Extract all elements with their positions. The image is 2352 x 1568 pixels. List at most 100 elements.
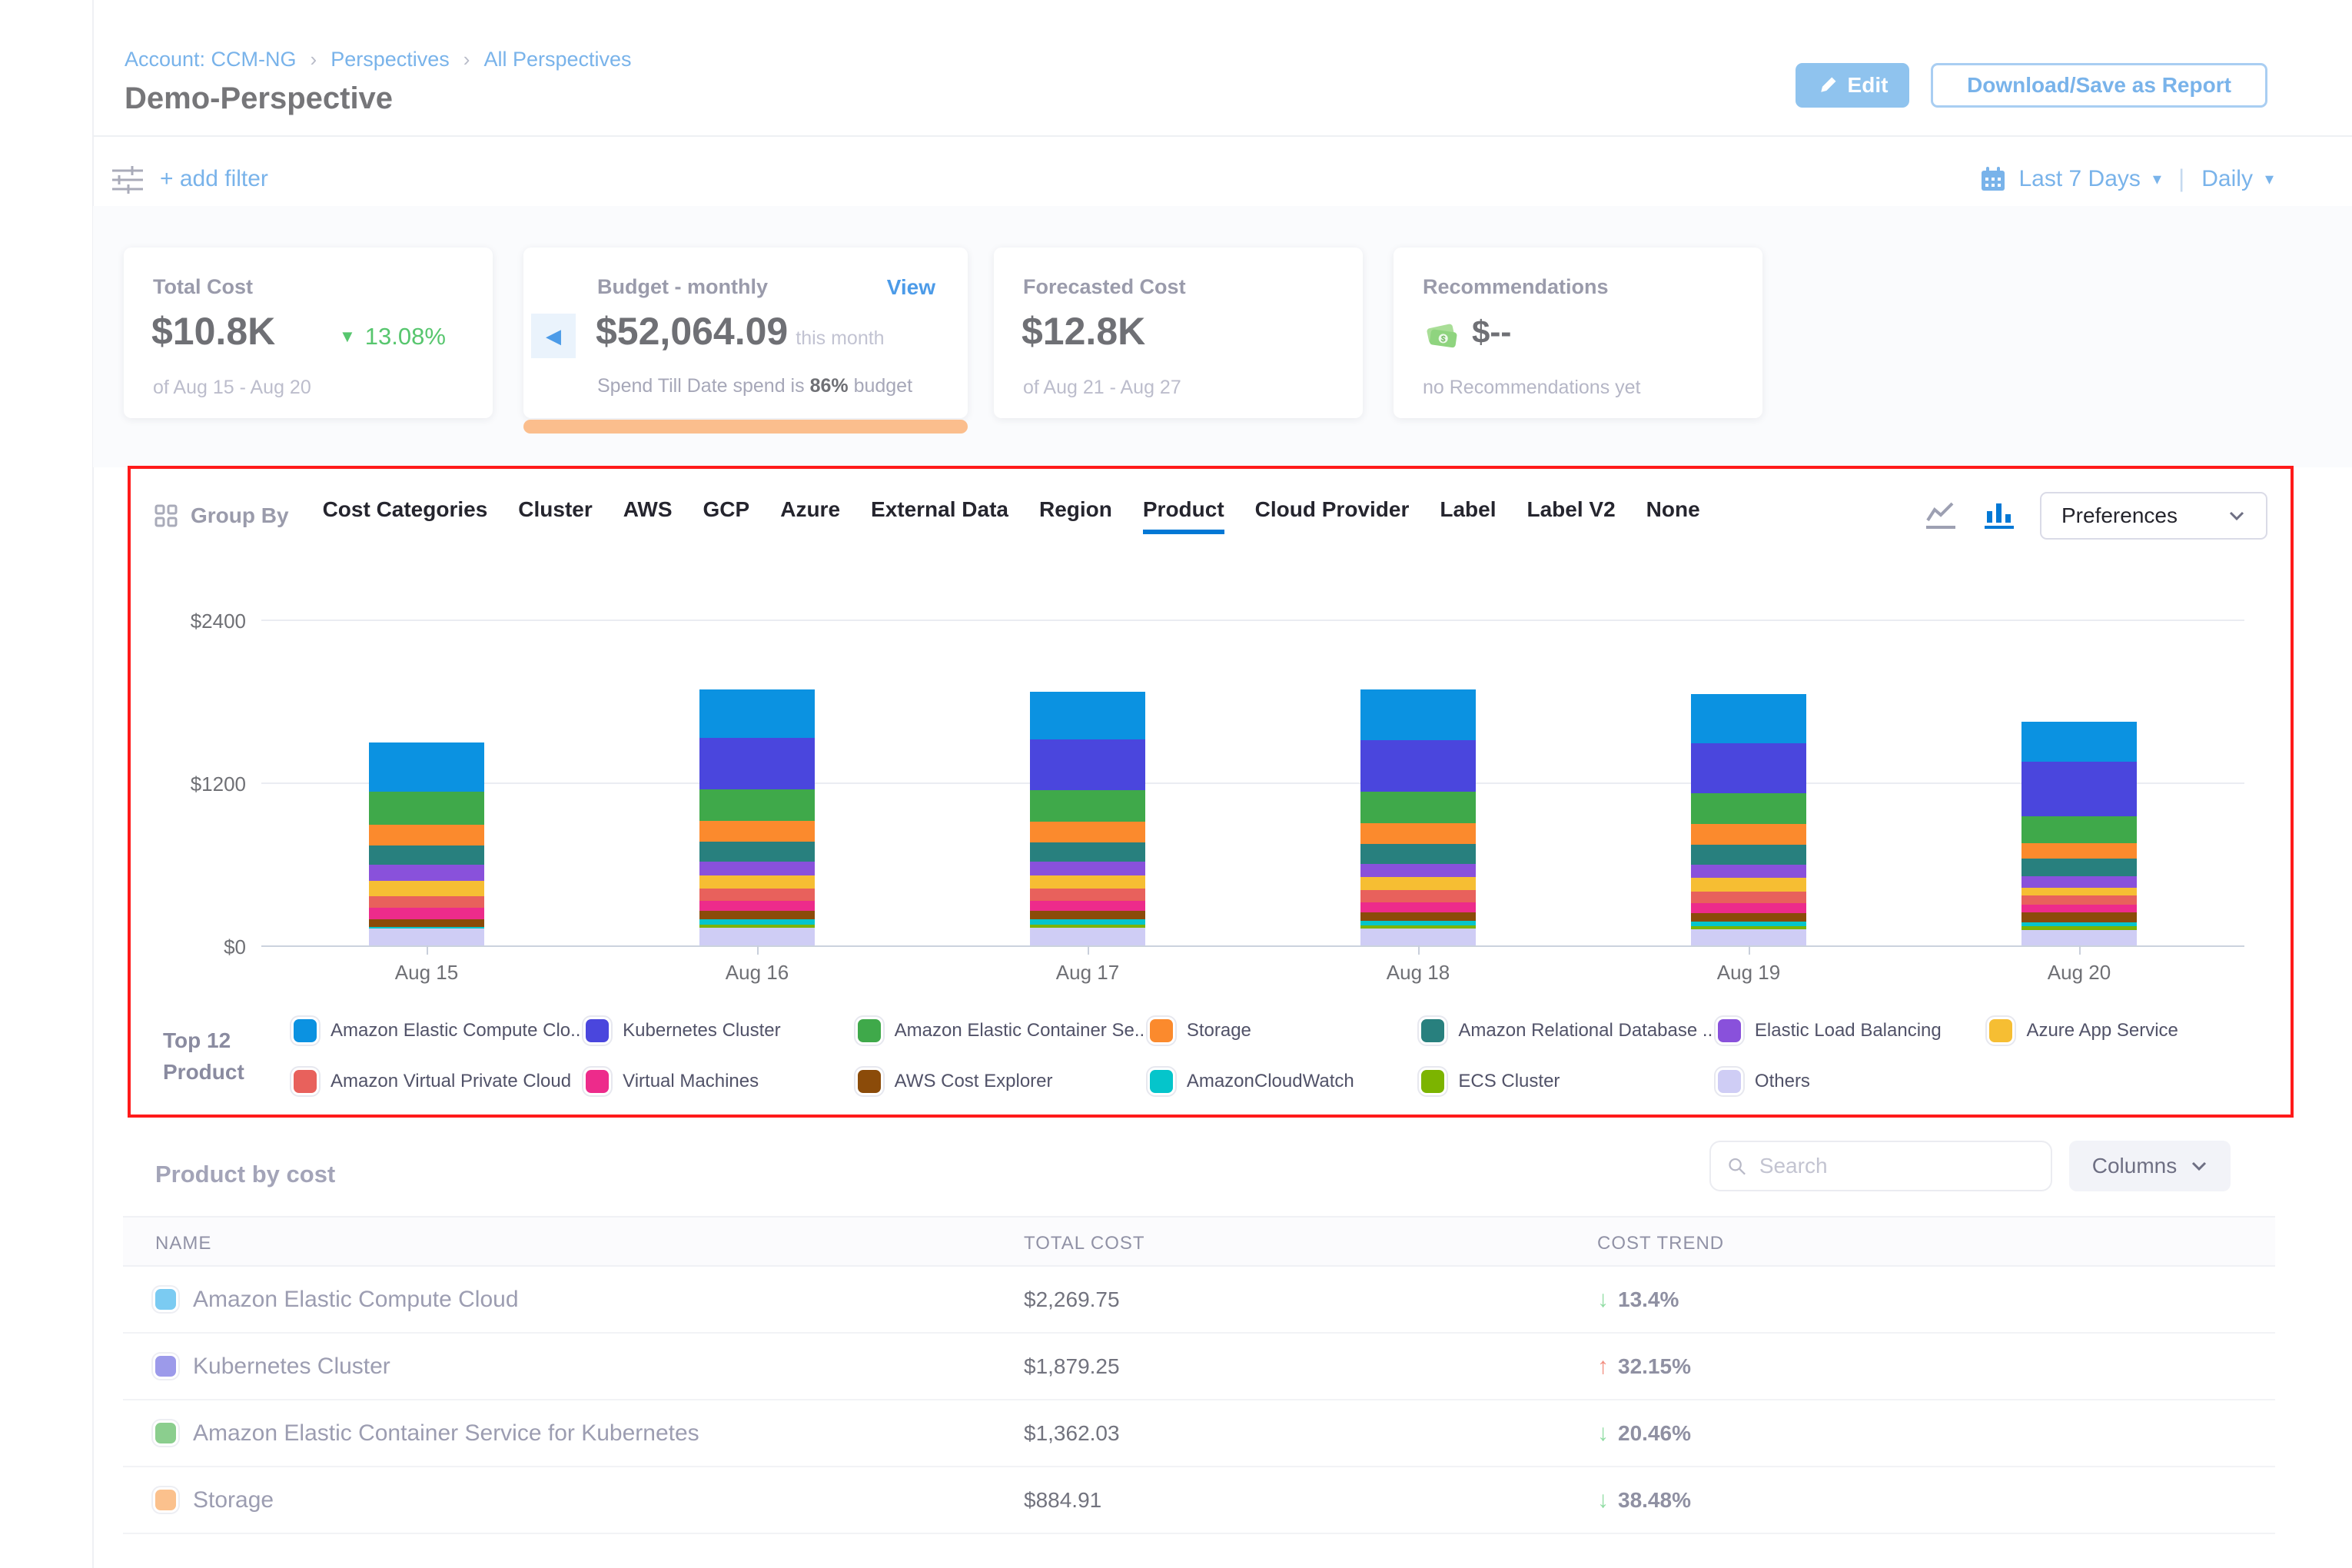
segment-elastic-load-balancing[interactable] — [1691, 864, 1806, 879]
segment-amazon-relational-database-service[interactable] — [1691, 844, 1806, 865]
column-header-total-cost[interactable]: TOTAL COST — [1024, 1233, 1145, 1254]
breadcrumb-all-perspectives[interactable]: All Perspectives — [483, 48, 632, 71]
segment-virtual-machines[interactable] — [699, 900, 815, 911]
segment-storage[interactable] — [2021, 843, 2137, 859]
legend-item-azure-app-service[interactable]: Azure App Service — [1989, 1019, 2261, 1042]
row-name-cell[interactable]: Storage — [155, 1487, 274, 1513]
segment-others[interactable] — [699, 928, 815, 945]
edit-button[interactable]: Edit — [1796, 63, 1909, 108]
breadcrumb-account[interactable]: Account: CCM-NG — [125, 48, 297, 71]
segment-elastic-load-balancing[interactable] — [1030, 862, 1145, 875]
bar-aug-19[interactable] — [1691, 693, 1806, 945]
legend-item-amazon-relational-database[interactable]: Amazon Relational Database ... — [1421, 1019, 1718, 1042]
budget-view-link[interactable]: View — [886, 275, 935, 299]
bar-aug-20[interactable] — [2021, 722, 2137, 945]
segment-amazoncloudwatch[interactable] — [369, 926, 484, 929]
segment-elastic-load-balancing[interactable] — [699, 862, 815, 875]
segment-amazoncloudwatch[interactable] — [1030, 919, 1145, 925]
segment-virtual-machines[interactable] — [2021, 904, 2137, 912]
breadcrumb-perspectives[interactable]: Perspectives — [331, 48, 450, 71]
segment-amazon-relational-database-service[interactable] — [1030, 842, 1145, 862]
segment-storage[interactable] — [1360, 823, 1476, 844]
legend-item-amazon-elastic-container-se[interactable]: Amazon Elastic Container Se... — [857, 1019, 1150, 1042]
segment-amazon-virtual-private-cloud[interactable] — [1030, 889, 1145, 901]
bar-aug-17[interactable] — [1030, 692, 1145, 945]
segment-amazon-relational-database-service[interactable] — [369, 845, 484, 865]
segment-aws-cost-explorer[interactable] — [2021, 912, 2137, 922]
filter-sliders-icon[interactable] — [109, 163, 146, 201]
segment-amazon-elastic-compute-cloud[interactable] — [369, 742, 484, 792]
row-name-cell[interactable]: Amazon Elastic Container Service for Kub… — [155, 1420, 699, 1447]
legend-item-amazon-elastic-compute-clo[interactable]: Amazon Elastic Compute Clo... — [294, 1019, 586, 1042]
legend-item-others[interactable]: Others — [1717, 1070, 1990, 1093]
table-row-storage[interactable]: Storage $884.91 ↓ 38.48% — [123, 1467, 2275, 1534]
table-row-kubernetes-cluster[interactable]: Kubernetes Cluster $1,879.25 ↑ 32.15% — [123, 1334, 2275, 1400]
segment-amazon-elastic-container-service-for-kubernetes[interactable] — [699, 789, 815, 822]
columns-button[interactable]: Columns — [2069, 1141, 2231, 1191]
tab-aws[interactable]: AWS — [623, 497, 673, 521]
legend-item-storage[interactable]: Storage — [1149, 1019, 1422, 1042]
segment-amazon-elastic-compute-cloud[interactable] — [1030, 692, 1145, 740]
bar-aug-16[interactable] — [699, 689, 815, 945]
bar-chart-toggle-icon[interactable] — [1982, 499, 2017, 533]
segment-kubernetes-cluster[interactable] — [2021, 761, 2137, 817]
column-header-cost-trend[interactable]: COST TREND — [1597, 1233, 1725, 1254]
search-input[interactable] — [1759, 1154, 2035, 1178]
segment-virtual-machines[interactable] — [1030, 900, 1145, 911]
segment-amazoncloudwatch[interactable] — [1691, 922, 1806, 927]
segment-aws-cost-explorer[interactable] — [1691, 913, 1806, 922]
segment-amazon-elastic-container-service-for-kubernetes[interactable] — [369, 792, 484, 826]
segment-ecs-cluster[interactable] — [1030, 924, 1145, 929]
segment-amazon-virtual-private-cloud[interactable] — [1691, 891, 1806, 904]
table-row-amazon-elastic-compute-cloud[interactable]: Amazon Elastic Compute Cloud $2,269.75 ↓ 13… — [123, 1267, 2275, 1334]
line-chart-toggle-icon[interactable] — [1923, 499, 1958, 533]
row-name-cell[interactable]: Kubernetes Cluster — [155, 1354, 390, 1380]
segment-amazoncloudwatch[interactable] — [2021, 922, 2137, 926]
segment-amazon-elastic-container-service-for-kubernetes[interactable] — [1030, 789, 1145, 822]
search-box[interactable] — [1709, 1141, 2052, 1191]
segment-amazon-relational-database-service[interactable] — [2021, 858, 2137, 876]
legend-item-amazoncloudwatch[interactable]: AmazonCloudWatch — [1149, 1070, 1422, 1093]
add-filter-button[interactable]: + add filter — [160, 166, 268, 191]
segment-aws-cost-explorer[interactable] — [1360, 912, 1476, 922]
segment-kubernetes-cluster[interactable] — [1030, 739, 1145, 790]
segment-azure-app-service[interactable] — [699, 875, 815, 889]
segment-amazon-elastic-compute-cloud[interactable] — [1691, 693, 1806, 743]
segment-aws-cost-explorer[interactable] — [1030, 910, 1145, 919]
segment-others[interactable] — [1360, 928, 1476, 945]
segment-aws-cost-explorer[interactable] — [369, 919, 484, 927]
segment-elastic-load-balancing[interactable] — [1360, 863, 1476, 877]
segment-azure-app-service[interactable] — [1691, 878, 1806, 892]
segment-storage[interactable] — [1030, 822, 1145, 842]
segment-kubernetes-cluster[interactable] — [1691, 742, 1806, 793]
segment-others[interactable] — [2021, 929, 2137, 945]
segment-kubernetes-cluster[interactable] — [1360, 739, 1476, 792]
segment-storage[interactable] — [369, 825, 484, 845]
segment-others[interactable] — [369, 929, 484, 945]
segment-virtual-machines[interactable] — [369, 908, 484, 919]
segment-ecs-cluster[interactable] — [1360, 925, 1476, 929]
legend-item-kubernetes-cluster[interactable]: Kubernetes Cluster — [586, 1019, 858, 1042]
tab-gcp[interactable]: GCP — [703, 497, 750, 521]
segment-storage[interactable] — [699, 821, 815, 842]
segment-ecs-cluster[interactable] — [2021, 925, 2137, 930]
tab-product[interactable]: Product — [1142, 497, 1224, 534]
segment-azure-app-service[interactable] — [2021, 887, 2137, 895]
row-name-cell[interactable]: Amazon Elastic Compute Cloud — [155, 1287, 519, 1313]
segment-elastic-load-balancing[interactable] — [369, 864, 484, 882]
segment-virtual-machines[interactable] — [1691, 903, 1806, 914]
segment-azure-app-service[interactable] — [1360, 876, 1476, 891]
segment-aws-cost-explorer[interactable] — [699, 910, 815, 919]
granularity-dropdown[interactable]: Daily — [2201, 165, 2253, 191]
legend-item-elastic-load-balancing[interactable]: Elastic Load Balancing — [1717, 1019, 1990, 1042]
date-range-dropdown[interactable]: Last 7 Days — [2018, 165, 2141, 191]
column-header-name[interactable]: NAME — [155, 1233, 212, 1254]
segment-amazon-virtual-private-cloud[interactable] — [1360, 890, 1476, 903]
download-save-report-button[interactable]: Download/Save as Report — [1931, 63, 2267, 108]
date-range-caret-icon[interactable]: ▾ — [2152, 168, 2161, 188]
tab-cluster[interactable]: Cluster — [518, 497, 593, 521]
segment-amazoncloudwatch[interactable] — [699, 919, 815, 925]
legend-item-virtual-machines[interactable]: Virtual Machines — [586, 1070, 858, 1093]
preferences-dropdown[interactable]: Preferences — [2040, 492, 2267, 540]
tab-label-v2[interactable]: Label V2 — [1526, 497, 1616, 521]
